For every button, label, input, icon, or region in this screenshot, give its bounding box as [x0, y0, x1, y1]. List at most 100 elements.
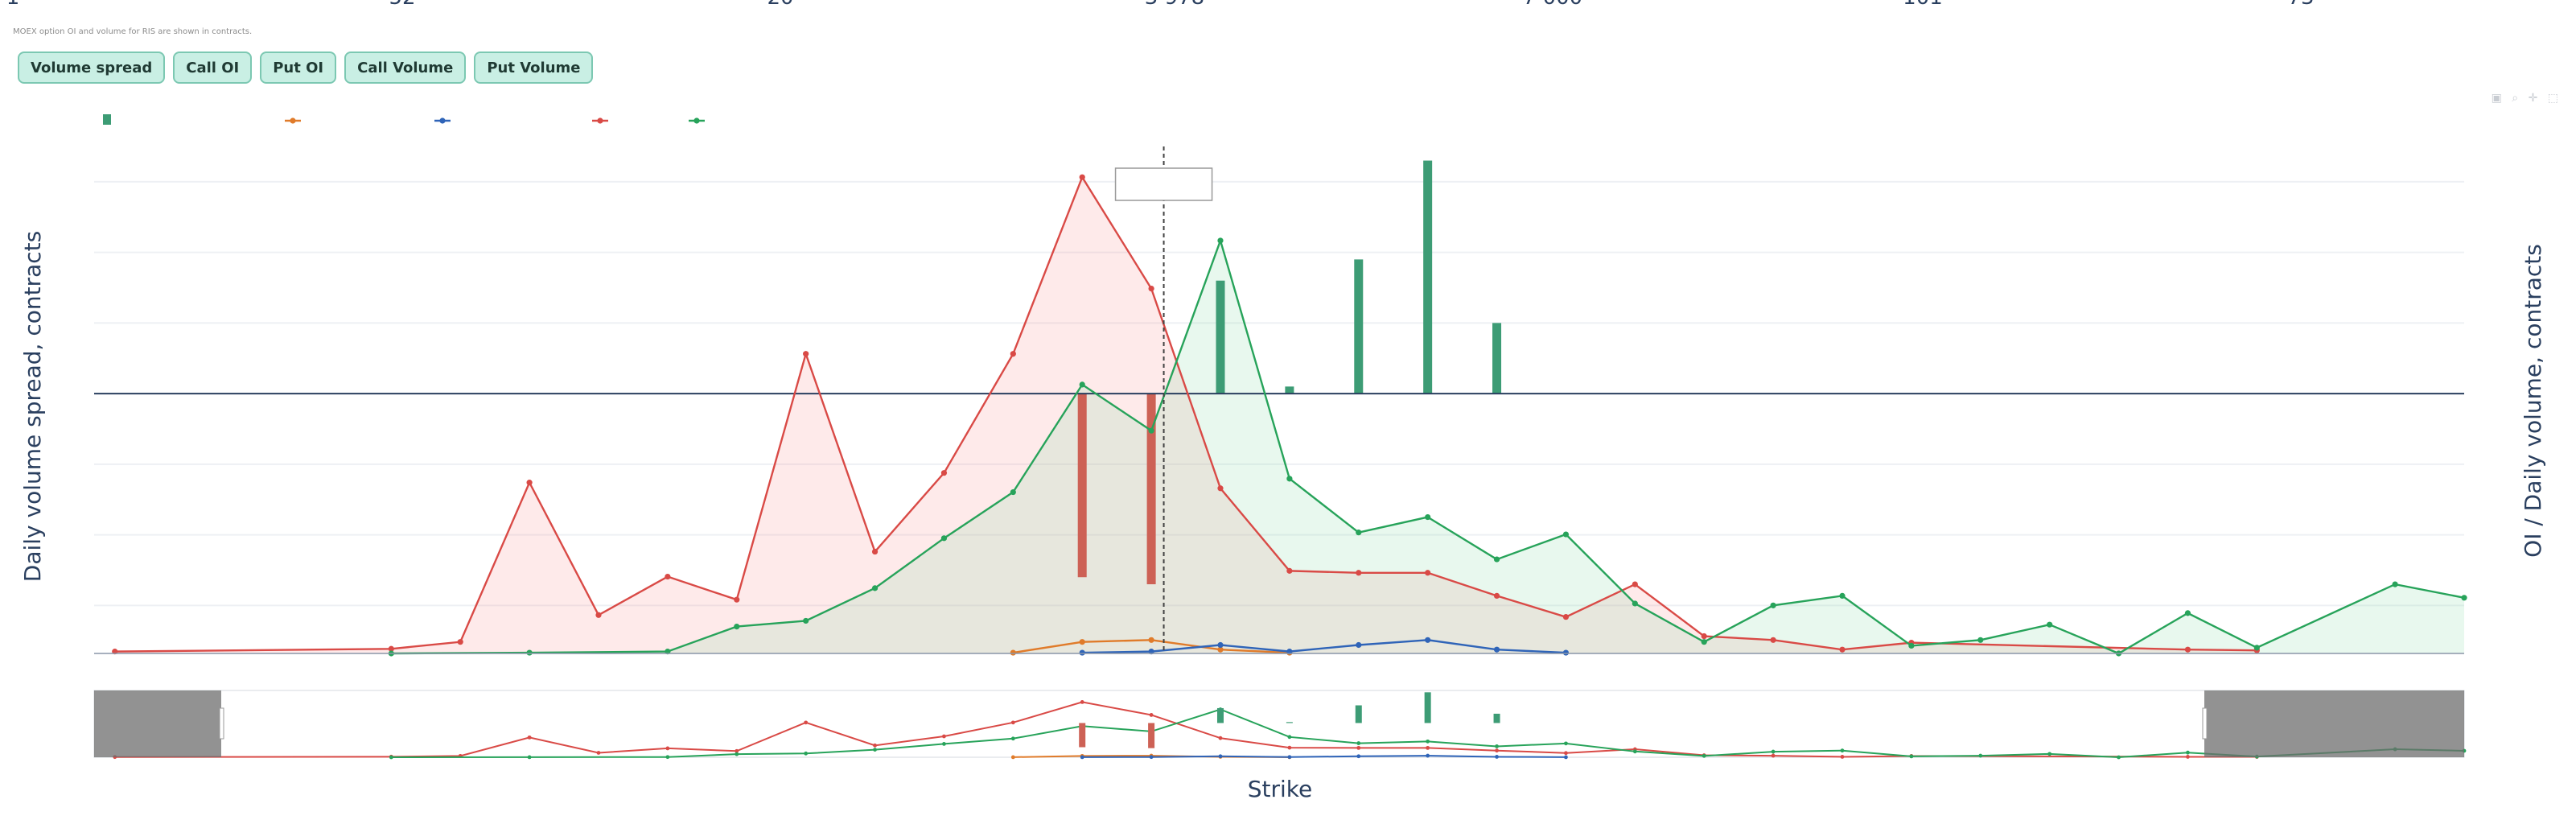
- data-point: [734, 596, 740, 603]
- slider-point: [1495, 748, 1499, 753]
- data-point: [1217, 485, 1224, 492]
- call-oi-line: [391, 237, 2465, 655]
- slider-point: [2186, 750, 2190, 755]
- volume-spread-button[interactable]: Volume spread: [18, 52, 166, 84]
- slider-point: [1564, 755, 1568, 760]
- slider-point: [527, 755, 532, 760]
- slider-mask-right: [2204, 690, 2464, 757]
- header-number: 101: [1903, 0, 1943, 10]
- gridlines: [94, 180, 2464, 607]
- slider-point: [1080, 699, 1084, 704]
- slider-point: [1356, 745, 1361, 750]
- autoscale-icon[interactable]: ⬚: [2547, 92, 2562, 105]
- data-point: [940, 470, 948, 476]
- header-number: 3 978: [1145, 0, 1204, 10]
- slider-point: [1564, 751, 1568, 756]
- modebar: ▣ ⌕ ✛ ⬚: [2492, 92, 2562, 105]
- data-point: [1977, 637, 1984, 643]
- slider-point: [1010, 720, 1015, 725]
- data-point: [1356, 570, 1362, 576]
- legend-swatch: [103, 114, 111, 125]
- data-point: [940, 535, 948, 542]
- x-axis-label: Strike: [1248, 776, 1313, 802]
- data-point: [1217, 646, 1224, 653]
- slider-point: [1495, 755, 1499, 759]
- header-number: 7 000: [1523, 0, 1582, 10]
- put-oi-area: [114, 177, 2257, 653]
- zoom-icon[interactable]: ⌕: [2512, 92, 2522, 105]
- slider-point: [1702, 753, 1706, 758]
- volume-spread-bar: [1423, 160, 1433, 394]
- slider-point: [1909, 754, 1914, 759]
- data-point: [526, 480, 533, 486]
- slider-point: [1287, 745, 1292, 750]
- slider-point: [1287, 755, 1292, 760]
- slider-point: [1771, 753, 1776, 758]
- data-point: [1425, 570, 1431, 576]
- slider-point: [1564, 741, 1568, 746]
- slider-bar: [1286, 722, 1293, 723]
- put-oi-button[interactable]: Put OI: [260, 52, 337, 84]
- header-number: 52: [389, 0, 415, 10]
- slider-point: [527, 735, 532, 740]
- slider-point: [1149, 755, 1154, 760]
- area-fills: [114, 177, 2464, 653]
- slider-line: [114, 701, 2257, 758]
- slider-bar: [1079, 723, 1086, 748]
- slider-point: [1149, 713, 1154, 717]
- legend-marker: [439, 117, 446, 124]
- slider-point: [1978, 753, 1983, 758]
- put-oi-line: [114, 175, 2257, 653]
- slider-point: [1495, 744, 1499, 748]
- data-point: [734, 623, 740, 630]
- slider-point: [1426, 753, 1430, 758]
- slider-point: [1840, 748, 1845, 753]
- slider-point: [1426, 745, 1430, 750]
- slider-point: [2117, 755, 2121, 760]
- y-axis-right-label: OI / Daily volume, contracts: [2520, 244, 2546, 558]
- camera-icon[interactable]: ▣: [2491, 92, 2505, 105]
- slider-mask-left: [94, 690, 221, 757]
- call-oi-button[interactable]: Call OI: [173, 52, 253, 84]
- slider-handle-left: [219, 707, 224, 740]
- pan-icon[interactable]: ✛: [2528, 92, 2541, 105]
- data-point: [1356, 641, 1362, 649]
- data-point: [2461, 595, 2467, 601]
- range-slider[interactable]: [93, 690, 2467, 760]
- data-point: [1356, 530, 1362, 536]
- data-point: [2047, 621, 2053, 628]
- data-point: [1425, 637, 1431, 643]
- slider-bar: [1148, 723, 1155, 748]
- hover-marker: [1114, 146, 1213, 653]
- slider-point: [389, 755, 393, 760]
- data-point: [1010, 649, 1016, 656]
- data-point: [1632, 600, 1638, 607]
- slider-bar: [1216, 707, 1224, 723]
- data-point: [1079, 381, 1085, 388]
- hover-label-box: [1114, 167, 1213, 201]
- data-point: [2184, 646, 2191, 653]
- data-point: [1632, 581, 1638, 587]
- slider-point: [873, 748, 877, 752]
- volume-spread-bar: [1354, 259, 1364, 394]
- call-volume-button[interactable]: Call Volume: [344, 52, 467, 84]
- data-point: [595, 612, 602, 618]
- data-point: [1562, 531, 1570, 538]
- data-point: [871, 585, 879, 591]
- data-point: [803, 617, 809, 624]
- slider-point: [1771, 749, 1776, 754]
- data-point: [526, 649, 533, 656]
- slider-point: [1632, 749, 1637, 754]
- volume-spread-bar: [1492, 323, 1502, 394]
- data-point: [871, 548, 879, 555]
- slider-point: [1356, 741, 1361, 745]
- volume-spread-bar: [1077, 394, 1087, 578]
- data-point: [1839, 646, 1846, 653]
- slider-point: [1426, 739, 1430, 744]
- data-point: [1493, 592, 1500, 600]
- call-volume-line: [1082, 639, 1566, 654]
- data-point: [1286, 567, 1293, 574]
- put-volume-button[interactable]: Put Volume: [474, 52, 594, 84]
- slider-point: [1218, 736, 1223, 740]
